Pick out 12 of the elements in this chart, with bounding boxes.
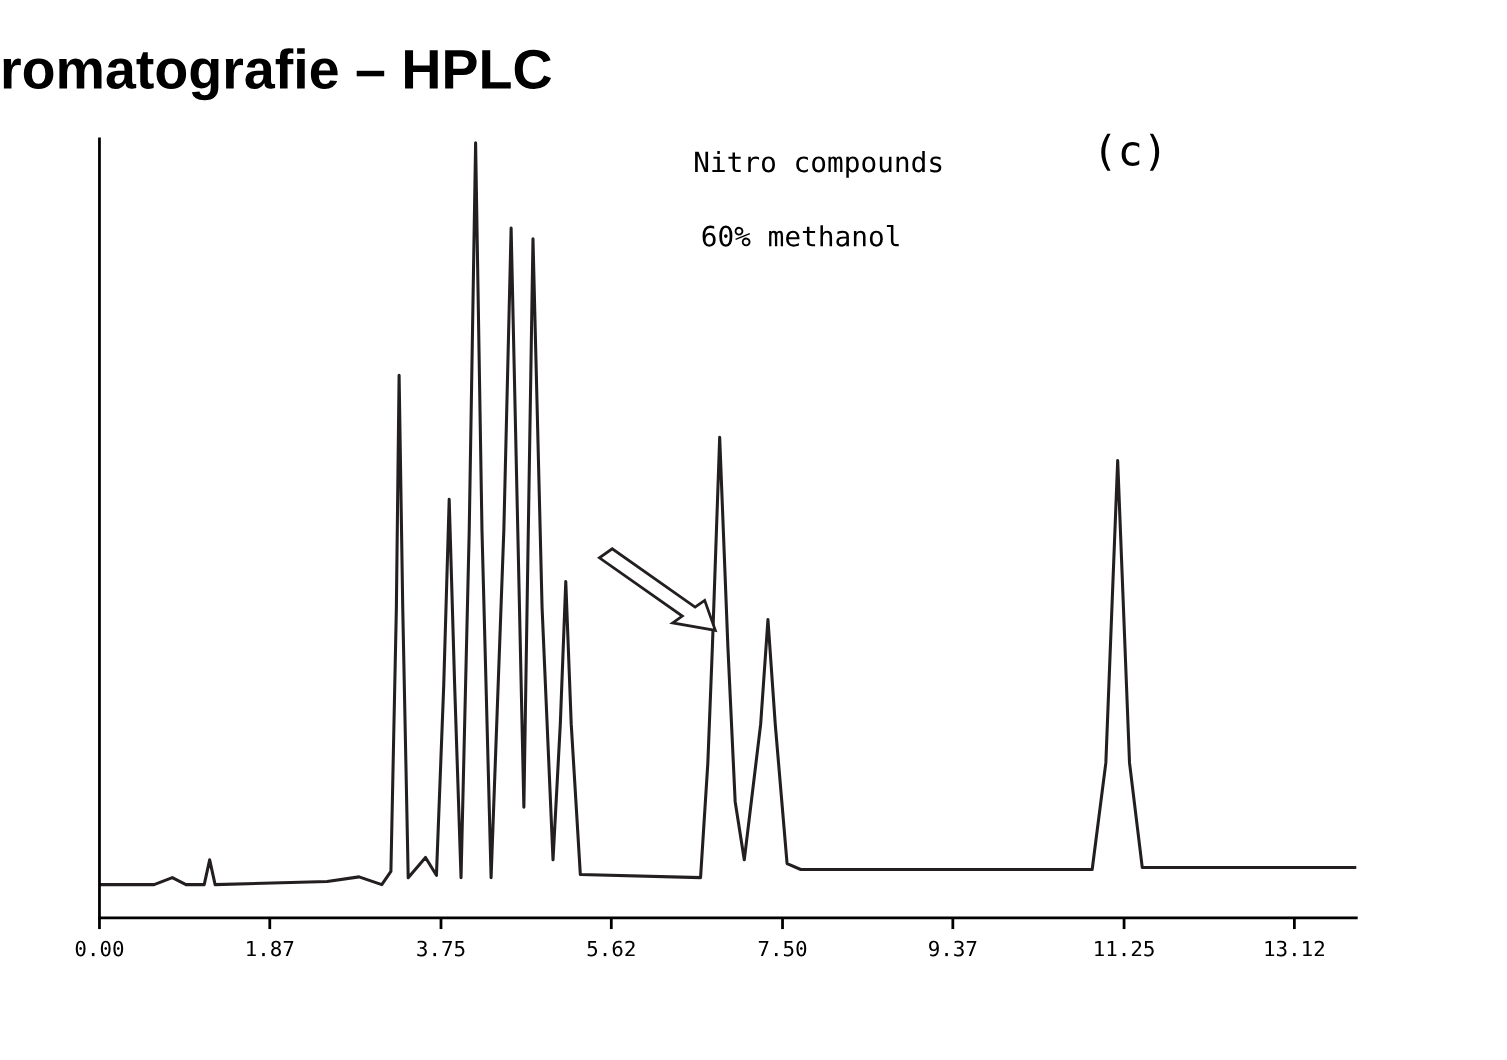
- annotation: Nitro compounds: [695, 150, 942, 178]
- annotation: (c): [1101, 133, 1160, 171]
- annotation: 60% methanol: [702, 224, 899, 247]
- x-tick-label: 1.87: [247, 940, 294, 957]
- x-tick-label: 11.25: [1095, 940, 1154, 957]
- chart-title: romatografie – HPLC: [3, 48, 552, 101]
- x-tick-label: 0.00: [75, 940, 124, 957]
- x-tick-label: 13.12: [1265, 940, 1324, 957]
- x-tick-label: 3.75: [417, 940, 465, 957]
- x-tick-label: 7.50: [758, 940, 807, 957]
- x-tick-label: 9.37: [929, 940, 977, 957]
- x-tick-label: 5.62: [587, 940, 635, 957]
